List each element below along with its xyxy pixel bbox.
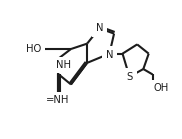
Text: NH: NH (56, 60, 71, 70)
Text: =NH: =NH (46, 95, 70, 105)
Text: OH: OH (153, 83, 169, 93)
Text: S: S (126, 72, 133, 82)
Text: N: N (106, 50, 113, 60)
Text: HO: HO (26, 44, 42, 54)
Text: N: N (96, 23, 103, 33)
